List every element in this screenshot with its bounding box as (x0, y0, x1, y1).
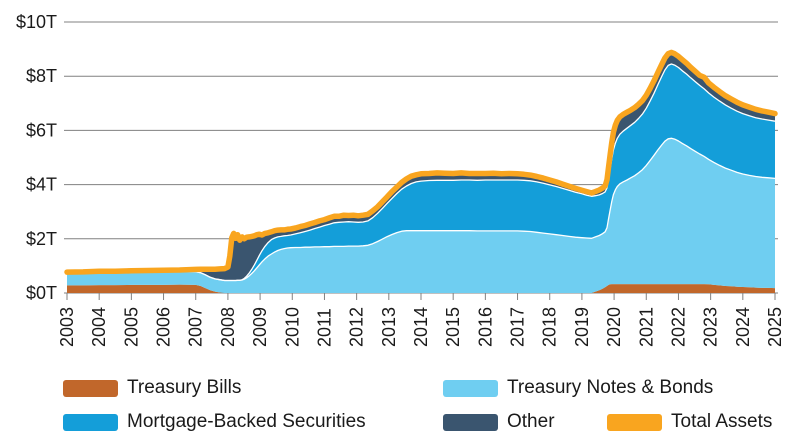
y-tick-label: $4T (26, 175, 57, 195)
x-tick-label: 2017 (508, 307, 528, 347)
mortgage-backed-securities-swatch-icon (63, 413, 118, 431)
y-tick-label: $2T (26, 229, 57, 249)
x-tick-label: 2013 (379, 307, 399, 347)
x-tick-label: 2023 (701, 307, 721, 347)
legend-item-treasury-bills: Treasury Bills (63, 378, 241, 398)
legend-label: Treasury Notes & Bonds (507, 377, 714, 398)
treasury-notes-bonds-swatch-icon (443, 379, 498, 397)
legend-item-total-assets: Total Assets (607, 412, 772, 432)
y-tick-label: $10T (16, 12, 57, 32)
x-tick-label: 2004 (89, 307, 109, 347)
y-tick-label: $6T (26, 120, 57, 140)
band-separator (66, 63, 776, 282)
total-assets-line (64, 49, 778, 275)
x-tick-label: 2024 (733, 307, 753, 347)
area-mortgage-backed-securities (67, 64, 775, 281)
x-tick-label: 2014 (411, 307, 431, 347)
y-tick-label: $8T (26, 66, 57, 86)
total-assets-swatch-icon (607, 413, 662, 431)
x-tick-label: 2021 (636, 307, 656, 347)
x-tick-label: 2006 (154, 307, 174, 347)
legend-item-mortgage-backed-securities: Mortgage-Backed Securities (63, 412, 366, 432)
legend-label: Total Assets (671, 411, 773, 432)
x-tick-label: 2015 (443, 307, 463, 347)
x-tick-label: 2011 (314, 308, 334, 347)
x-tick-label: 2005 (121, 307, 141, 347)
area-treasury-bills (67, 284, 775, 293)
legend-label: Other (507, 411, 555, 432)
x-tick-label: 2022 (668, 307, 688, 347)
other-swatch-icon (443, 413, 498, 431)
legend-item-treasury-notes-bonds: Treasury Notes & Bonds (443, 378, 713, 398)
x-tick-label: 2009 (250, 307, 270, 347)
x-tick-label: 2012 (347, 307, 367, 347)
x-tick-label: 2008 (218, 307, 238, 347)
area-treasury-notes-bonds (67, 138, 775, 293)
x-tick-label: 2018 (540, 307, 560, 347)
legend-item-other: Other (443, 412, 555, 432)
x-tick-label: 2016 (475, 307, 495, 347)
x-tick-label: 2003 (57, 307, 77, 347)
x-tick-label: 2007 (186, 307, 206, 347)
y-tick-label: $0T (26, 283, 57, 303)
x-tick-label: 2019 (572, 307, 592, 347)
legend-label: Mortgage-Backed Securities (127, 411, 366, 432)
x-tick-label: 2010 (282, 307, 302, 347)
treasury-bills-swatch-icon (63, 379, 118, 397)
legend-label: Treasury Bills (127, 377, 242, 398)
x-tick-label: 2025 (765, 307, 785, 347)
x-tick-label: 2020 (604, 307, 624, 347)
